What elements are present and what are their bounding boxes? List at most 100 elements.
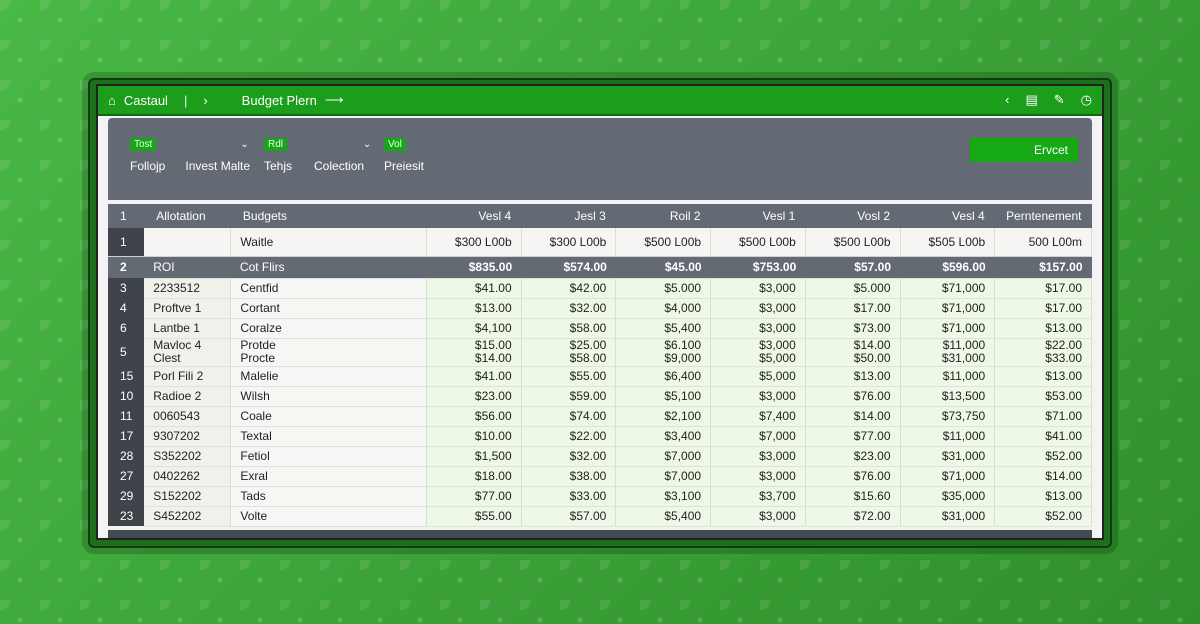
table-cell[interactable]: Coale bbox=[230, 406, 427, 427]
table-cell[interactable]: $7,000 bbox=[615, 466, 712, 487]
table-cell[interactable]: $13.00 bbox=[426, 298, 522, 319]
table-cell[interactable]: Cot Flirs bbox=[230, 256, 427, 279]
table-cell[interactable]: $35,000 bbox=[900, 486, 996, 507]
table-cell[interactable]: Wilsh bbox=[230, 386, 427, 407]
table-cell[interactable]: $5.000 bbox=[805, 278, 901, 299]
clock-icon[interactable]: ◷ bbox=[1080, 92, 1092, 107]
table-cell[interactable]: $3,100 bbox=[615, 486, 712, 507]
table-cell[interactable]: $58.00 bbox=[521, 318, 617, 339]
table-cell[interactable]: $3,000 bbox=[710, 506, 806, 527]
table-cell[interactable]: Centfid bbox=[230, 278, 427, 299]
table-cell[interactable]: $11,000 $31,000 bbox=[900, 338, 996, 367]
table-cell[interactable]: Coralze bbox=[230, 318, 427, 339]
table-cell[interactable]: $1,500 bbox=[426, 446, 522, 467]
table-cell[interactable]: $157.00 bbox=[994, 256, 1092, 279]
column-header[interactable]: Allotation bbox=[144, 204, 231, 228]
table-cell[interactable]: $505 L00b bbox=[900, 228, 996, 257]
table-cell[interactable]: $14.00 bbox=[805, 406, 901, 427]
table-cell[interactable]: $32.00 bbox=[521, 298, 617, 319]
home-icon[interactable]: ⌂ bbox=[108, 92, 116, 108]
table-cell[interactable]: ROI bbox=[144, 256, 231, 279]
table-cell[interactable]: $15.00 $14.00 bbox=[426, 338, 522, 367]
table-cell[interactable]: $22.00 $33.00 bbox=[994, 338, 1092, 367]
toolbar-chip-1[interactable]: Tost bbox=[130, 138, 157, 151]
column-header[interactable]: Perntenement bbox=[994, 204, 1092, 228]
table-cell[interactable]: $3,000 $5,000 bbox=[710, 338, 806, 367]
table-cell[interactable]: $596.00 bbox=[900, 256, 995, 279]
table-cell[interactable]: $71,000 bbox=[900, 298, 996, 319]
table-cell[interactable]: $15.60 bbox=[805, 486, 901, 507]
table-cell[interactable]: $2,100 bbox=[615, 406, 712, 427]
table-cell[interactable]: $71,000 bbox=[900, 318, 996, 339]
table-cell[interactable]: $14.00 $50.00 bbox=[805, 338, 901, 367]
column-header[interactable]: 1 bbox=[108, 204, 145, 228]
table-cell[interactable]: S152202 bbox=[144, 486, 232, 507]
table-cell[interactable]: $23.00 bbox=[805, 446, 901, 467]
table-cell[interactable]: $56.00 bbox=[426, 406, 522, 427]
table-cell[interactable]: $17.00 bbox=[994, 298, 1092, 319]
table-cell[interactable]: Tads bbox=[230, 486, 427, 507]
table-cell[interactable]: $76.00 bbox=[805, 386, 901, 407]
table-cell[interactable]: 0060543 bbox=[144, 406, 232, 427]
export-button[interactable]: Ervcet bbox=[970, 138, 1078, 162]
table-cell[interactable]: $10.00 bbox=[426, 426, 522, 447]
table-cell[interactable]: $300 L00b bbox=[521, 228, 617, 257]
table-cell[interactable]: $3,000 bbox=[710, 446, 806, 467]
column-header[interactable]: Vosl 2 bbox=[805, 204, 900, 228]
table-cell[interactable]: $6.100 $9,000 bbox=[615, 338, 712, 367]
table-cell[interactable]: $74.00 bbox=[521, 406, 617, 427]
table-cell[interactable]: $41.00 bbox=[994, 426, 1092, 447]
toolbar-chip-2[interactable]: Rdl bbox=[264, 138, 288, 151]
table-cell[interactable]: $14.00 bbox=[994, 466, 1092, 487]
table-cell[interactable]: Porl Fili 2 bbox=[144, 366, 232, 387]
table-cell[interactable]: $55.00 bbox=[521, 366, 617, 387]
table-cell[interactable]: $25.00 $58.00 bbox=[521, 338, 617, 367]
column-header[interactable]: Jesl 3 bbox=[521, 204, 616, 228]
table-cell[interactable]: $13,500 bbox=[900, 386, 996, 407]
column-header[interactable]: Vesl 4 bbox=[900, 204, 995, 228]
chevron-left-icon[interactable]: ‹ bbox=[1005, 92, 1010, 107]
table-cell[interactable]: $13.00 bbox=[994, 366, 1092, 387]
table-cell[interactable]: $73.00 bbox=[805, 318, 901, 339]
toolbar-label-tehjs[interactable]: Tehjs bbox=[264, 159, 293, 173]
table-cell[interactable]: $41.00 bbox=[426, 278, 522, 299]
table-cell[interactable]: $77.00 bbox=[805, 426, 901, 447]
table-cell[interactable]: Waitle bbox=[230, 228, 427, 257]
table-cell[interactable]: $33.00 bbox=[521, 486, 617, 507]
table-cell[interactable]: $835.00 bbox=[426, 256, 522, 279]
table-cell[interactable]: $32.00 bbox=[521, 446, 617, 467]
table-cell[interactable]: $52.00 bbox=[994, 446, 1092, 467]
table-cell[interactable]: $5,000 bbox=[710, 366, 806, 387]
table-cell[interactable]: $4,100 bbox=[426, 318, 522, 339]
table-cell[interactable]: $13.00 bbox=[805, 366, 901, 387]
table-cell[interactable]: $300 L00b bbox=[426, 228, 522, 257]
table-cell[interactable]: $7,000 bbox=[710, 426, 806, 447]
column-header[interactable]: Vesl 4 bbox=[426, 204, 522, 228]
table-cell[interactable]: $3,400 bbox=[615, 426, 712, 447]
table-cell[interactable]: $77.00 bbox=[426, 486, 522, 507]
table-cell[interactable]: $59.00 bbox=[521, 386, 617, 407]
table-cell[interactable]: $53.00 bbox=[994, 386, 1092, 407]
toolbar-label-colection[interactable]: Colection bbox=[314, 159, 365, 173]
table-cell[interactable]: 9307202 bbox=[144, 426, 232, 447]
table-cell[interactable]: $3,000 bbox=[710, 386, 806, 407]
table-cell[interactable]: Cortant bbox=[230, 298, 427, 319]
table-cell[interactable] bbox=[144, 228, 232, 257]
table-cell[interactable]: $5,100 bbox=[615, 386, 712, 407]
table-cell[interactable]: Exral bbox=[230, 466, 427, 487]
table-cell[interactable]: $23.00 bbox=[426, 386, 522, 407]
toolbar-label-invest[interactable]: Invest Malte bbox=[185, 159, 251, 173]
table-cell[interactable]: $72.00 bbox=[805, 506, 901, 527]
table-cell[interactable]: $73,750 bbox=[900, 406, 996, 427]
table-cell[interactable]: $52.00 bbox=[994, 506, 1092, 527]
chevron-down-icon[interactable]: ⌄ bbox=[240, 139, 249, 150]
column-header[interactable]: Roil 2 bbox=[615, 204, 711, 228]
table-cell[interactable]: $3,000 bbox=[710, 318, 806, 339]
table-cell[interactable]: S352202 bbox=[144, 446, 232, 467]
column-header[interactable]: Vesl 1 bbox=[710, 204, 806, 228]
table-cell[interactable]: $574.00 bbox=[521, 256, 616, 279]
table-cell[interactable]: $7,400 bbox=[710, 406, 806, 427]
table-cell[interactable]: Fetiol bbox=[230, 446, 427, 467]
table-cell[interactable]: $41.00 bbox=[426, 366, 522, 387]
table-cell[interactable]: $42.00 bbox=[521, 278, 617, 299]
